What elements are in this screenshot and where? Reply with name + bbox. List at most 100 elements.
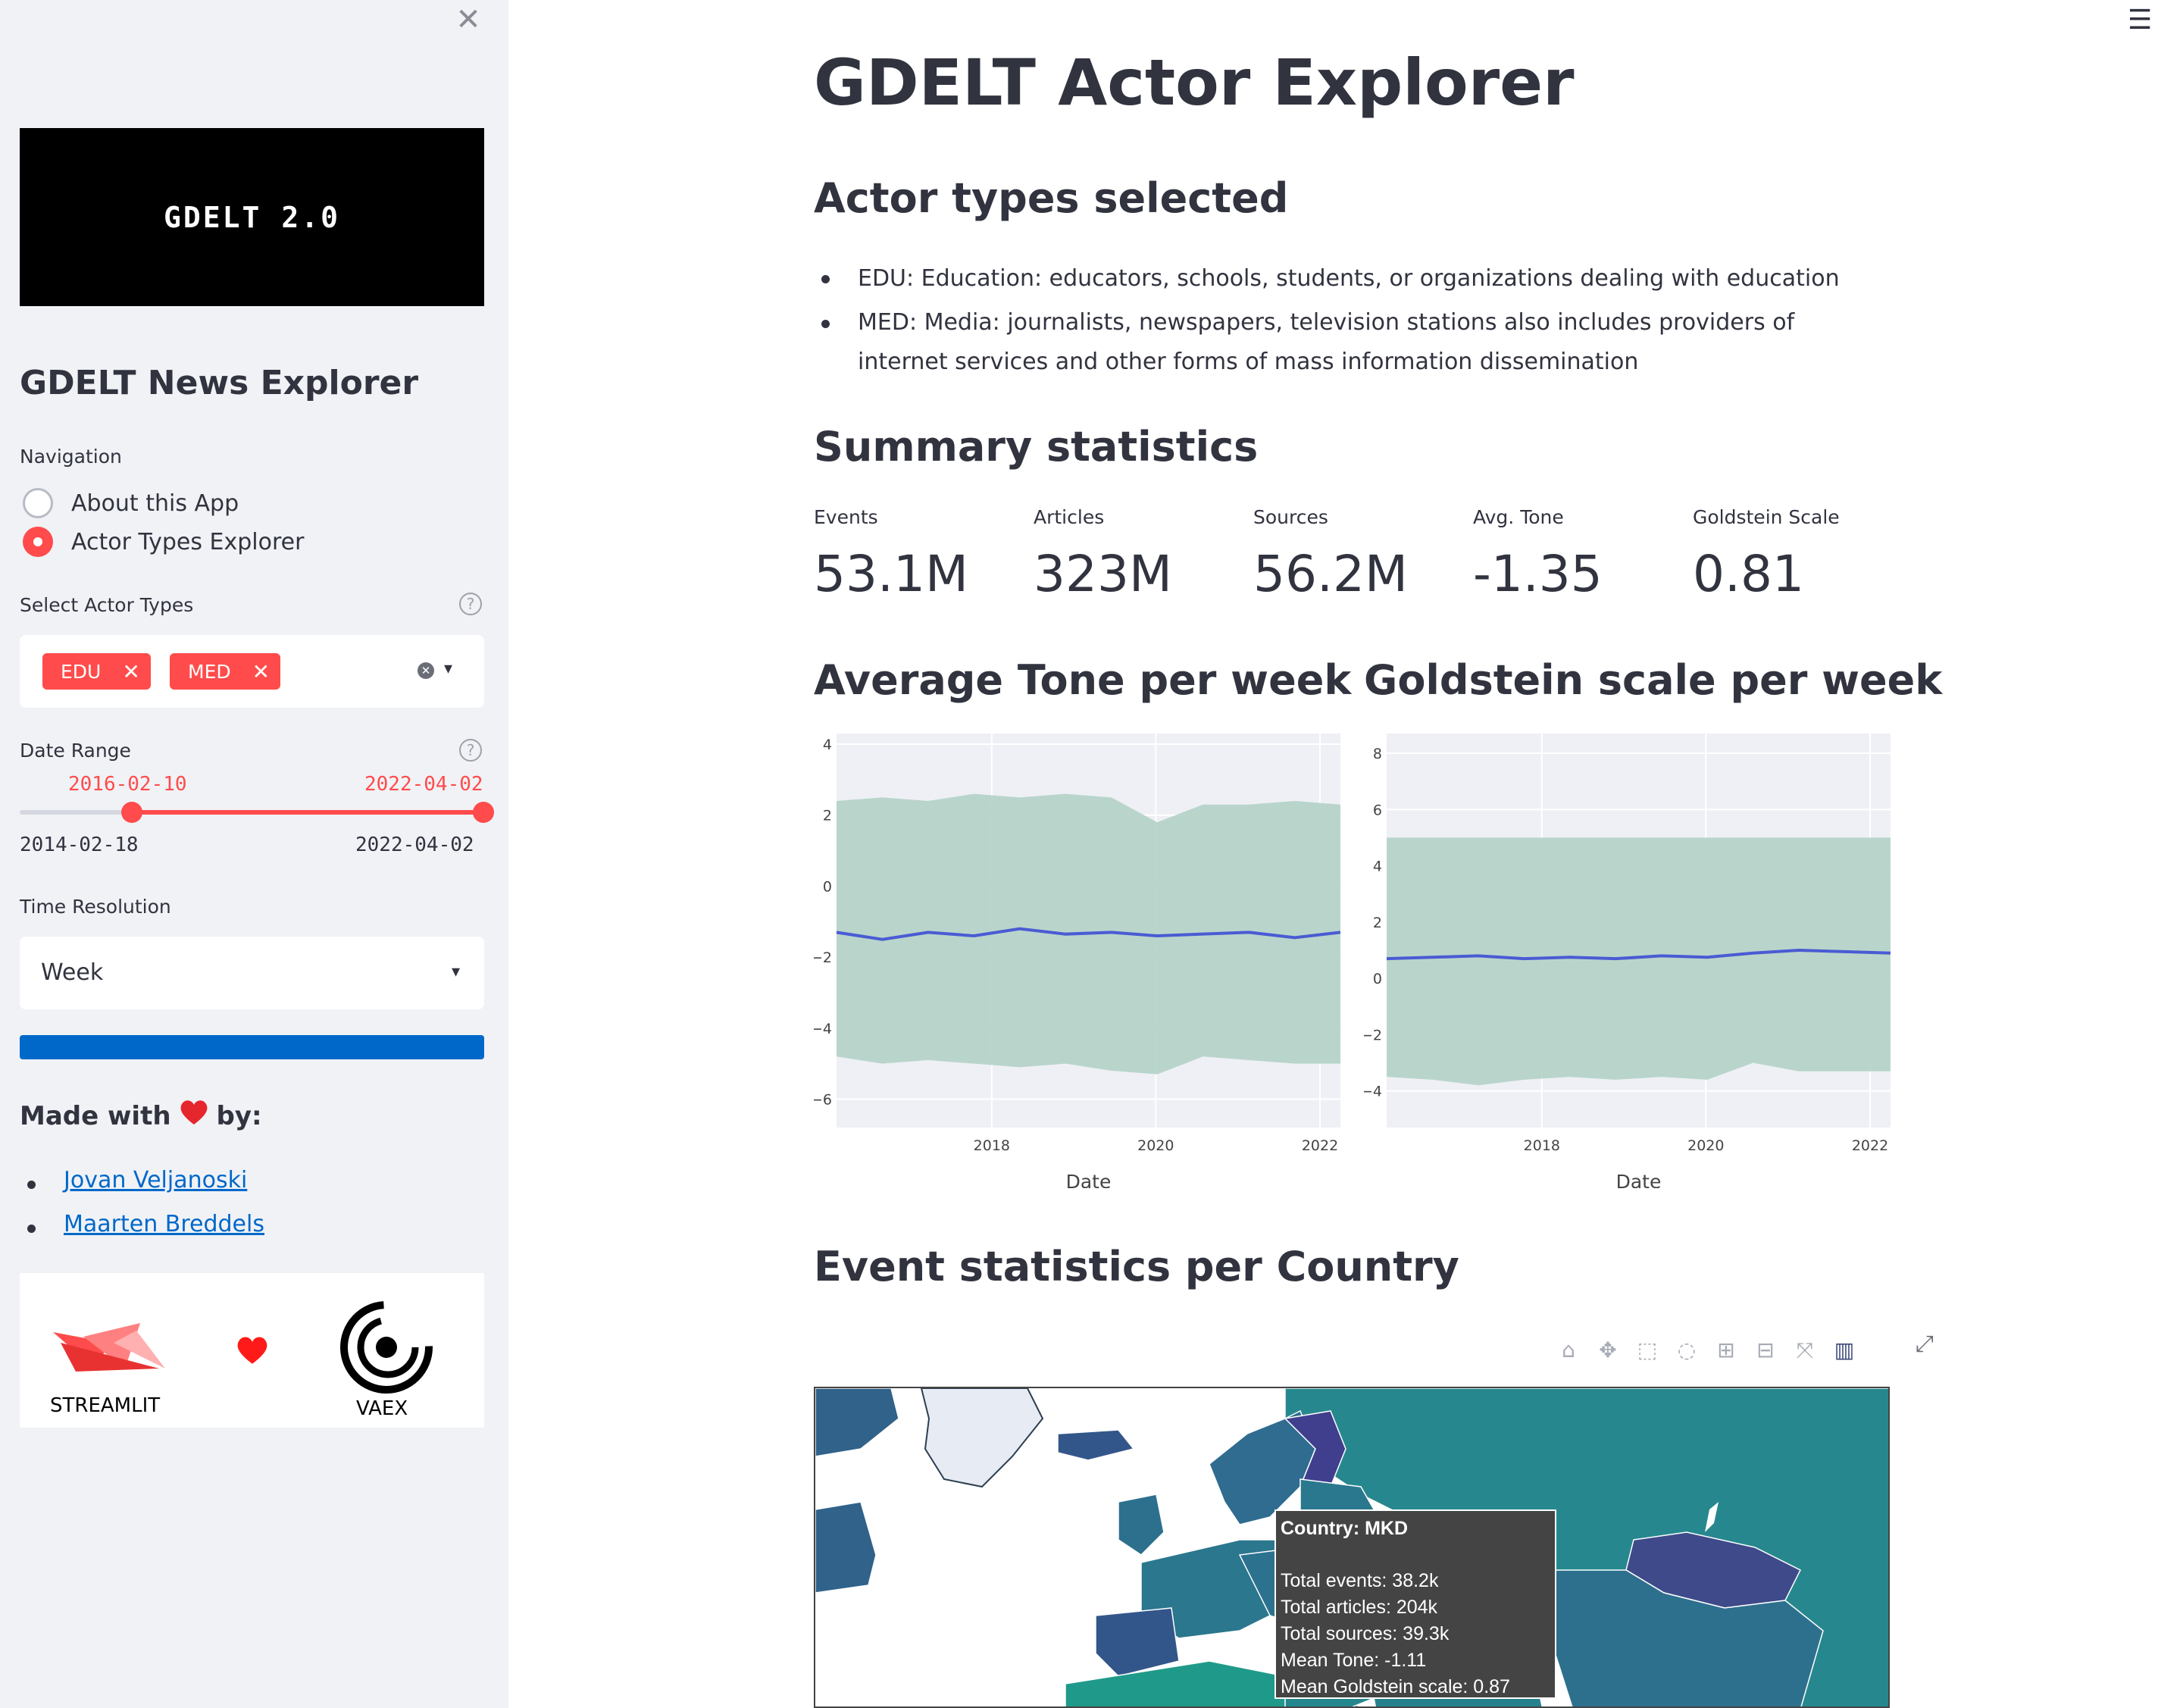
chip-med[interactable]: MED ✕	[170, 653, 281, 690]
metric-avg-tone: Avg. Tone -1.35	[1473, 506, 1603, 603]
chevron-down-icon[interactable]: ▾	[444, 659, 453, 678]
camera-icon[interactable]: ⌂	[1562, 1337, 1575, 1362]
x-axis-title: Date	[1066, 1171, 1112, 1188]
heart-icon	[235, 1335, 270, 1369]
goldstein-chart[interactable]: 8 6 4 2 0 −2 −4 2018 2020 2022 Date	[1361, 734, 1894, 1193]
chip-remove-icon[interactable]: ✕	[122, 658, 140, 684]
mean-series-line[interactable]	[836, 927, 1341, 941]
bullet-icon	[27, 1225, 36, 1233]
clear-all-icon[interactable]: ✕	[418, 662, 434, 679]
chip-edu[interactable]: EDU ✕	[42, 653, 151, 690]
y-tick-label: 0	[823, 878, 832, 895]
summary-heading: Summary statistics	[814, 423, 1259, 471]
metric-value: 323M	[1034, 545, 1172, 603]
bullet-icon	[821, 275, 830, 283]
chip-remove-icon[interactable]: ✕	[252, 658, 271, 684]
metric-value: 56.2M	[1253, 545, 1408, 603]
vaex-caption: VAEX	[356, 1397, 408, 1420]
select-value: Week	[41, 959, 104, 986]
mean-series-line[interactable]	[1386, 948, 1891, 961]
box-select-icon[interactable]: ⬚	[1637, 1337, 1658, 1362]
plot-toolbar: ⌂ ✥ ⬚ ◌ ⊞ ⊟ ⤧ ▥	[1553, 1335, 1859, 1365]
goldstein-chart-title: Goldstein scale per week	[1364, 656, 1943, 704]
nav-option-about[interactable]: About this App	[23, 488, 239, 518]
radio-checked-icon[interactable]	[23, 527, 53, 557]
tooltip-line: Mean Goldstein scale: 0.87	[1281, 1676, 1510, 1697]
actor-type-item-edu: EDU: Education: educators, schools, stud…	[858, 265, 1840, 292]
streamlit-caption: STREAMLIT	[50, 1394, 161, 1417]
tooltip-line: Mean Tone: -1.11	[1281, 1650, 1427, 1671]
chip-label: EDU	[61, 660, 102, 683]
logo-text: GDELT 2.0	[164, 200, 340, 234]
chip-label: MED	[188, 660, 231, 683]
page-title: GDELT Actor Explorer	[814, 45, 1575, 120]
y-tick-label: 2	[823, 808, 832, 824]
metric-label: Articles	[1034, 506, 1105, 528]
map-region-greenland[interactable]	[920, 1388, 1044, 1488]
map-region-iceland[interactable]	[1057, 1429, 1135, 1461]
pan-icon[interactable]: ✥	[1599, 1337, 1617, 1362]
map-hover-tooltip: Country: MKD Total events: 38.2k Total a…	[1274, 1509, 1556, 1699]
metric-events: Events 53.1M	[814, 506, 968, 603]
tone-chart[interactable]: 4 2 0 −2 −4 −6 2018 2020 2022 Date	[811, 734, 1344, 1193]
y-tick-label: −6	[814, 1092, 832, 1109]
x-tick-label: 2020	[1687, 1137, 1724, 1154]
metric-articles: Articles 323M	[1034, 506, 1172, 603]
hamburger-menu-icon[interactable]: ☰	[2128, 5, 2153, 36]
y-tick-label: 0	[1373, 971, 1382, 987]
metric-value: -1.35	[1473, 545, 1603, 603]
lasso-select-icon[interactable]: ◌	[1677, 1337, 1697, 1362]
zoom-out-icon[interactable]: ⊟	[1756, 1337, 1775, 1362]
x-tick-label: 2020	[1137, 1137, 1174, 1154]
x-axis-title: Date	[1616, 1171, 1662, 1188]
zoom-in-icon[interactable]: ⊞	[1717, 1337, 1735, 1362]
nav-option-label: Actor Types Explorer	[71, 528, 305, 555]
streamlit-logo-icon	[53, 1315, 167, 1379]
tooltip-line: Total events: 38.2k	[1281, 1570, 1439, 1591]
metric-sources: Sources 56.2M	[1253, 506, 1408, 603]
plotly-logo-icon[interactable]: ▥	[1834, 1337, 1855, 1362]
map-region-uk[interactable]	[1118, 1494, 1165, 1556]
x-tick-label: 2018	[1524, 1137, 1560, 1154]
map-region-china[interactable]	[1542, 1569, 1824, 1708]
actor-types-label: Select Actor Types	[20, 594, 194, 616]
map-region-iberia[interactable]	[1095, 1607, 1180, 1677]
radio-icon[interactable]	[23, 488, 53, 518]
time-resolution-select[interactable]: Week ▾	[20, 937, 484, 1009]
help-icon[interactable]: ?	[459, 739, 482, 762]
sidebar: ✕ GDELT 2.0 GDELT News Explorer Navigati…	[0, 0, 508, 1708]
metric-value: 53.1M	[814, 545, 968, 603]
map-region-east-canada[interactable]	[815, 1501, 877, 1594]
heart-icon	[179, 1099, 209, 1133]
vaex-logo-icon	[339, 1300, 433, 1397]
goldstein-chart-svg[interactable]: 8 6 4 2 0 −2 −4 2018 2020 2022 Date	[1361, 734, 1894, 1193]
map-region-north-america[interactable]	[815, 1388, 899, 1457]
actor-types-heading: Actor types selected	[814, 174, 1289, 222]
tooltip-line: Total sources: 39.3k	[1281, 1623, 1450, 1644]
bullet-icon	[821, 320, 830, 328]
reset-axes-icon[interactable]: ⤧	[1796, 1337, 1814, 1362]
fullscreen-icon[interactable]: ⤢	[1916, 1331, 1934, 1357]
date-range-slider-fill	[132, 810, 484, 815]
author-link-maarten[interactable]: Maarten Breddels	[64, 1211, 264, 1237]
tooltip-line: Total articles: 204k	[1281, 1597, 1438, 1618]
x-tick-label: 2022	[1852, 1137, 1888, 1154]
y-tick-label: 4	[1373, 859, 1382, 875]
metric-label: Sources	[1253, 506, 1328, 528]
y-tick-label: −2	[814, 949, 832, 966]
bullet-icon	[27, 1181, 36, 1189]
help-icon[interactable]: ?	[459, 593, 482, 615]
slider-end-handle[interactable]	[473, 802, 494, 823]
close-icon[interactable]: ✕	[455, 2, 481, 37]
slider-max-label: 2022-04-02	[355, 834, 474, 856]
country-heading: Event statistics per Country	[814, 1243, 1459, 1290]
tone-chart-svg[interactable]: 4 2 0 −2 −4 −6 2018 2020 2022 Date	[811, 734, 1344, 1193]
date-range-label: Date Range	[20, 740, 131, 762]
metric-goldstein: Goldstein Scale 0.81	[1693, 506, 1840, 603]
author-link-jovan[interactable]: Jovan Veljanoski	[64, 1167, 248, 1193]
slider-start-handle[interactable]	[121, 802, 142, 823]
actor-types-multiselect[interactable]: EDU ✕ MED ✕ ✕ ▾	[20, 635, 484, 708]
nav-option-actor-types[interactable]: Actor Types Explorer	[23, 527, 304, 557]
slider-start-value: 2016-02-10	[68, 773, 187, 796]
metric-value: 0.81	[1693, 545, 1804, 603]
